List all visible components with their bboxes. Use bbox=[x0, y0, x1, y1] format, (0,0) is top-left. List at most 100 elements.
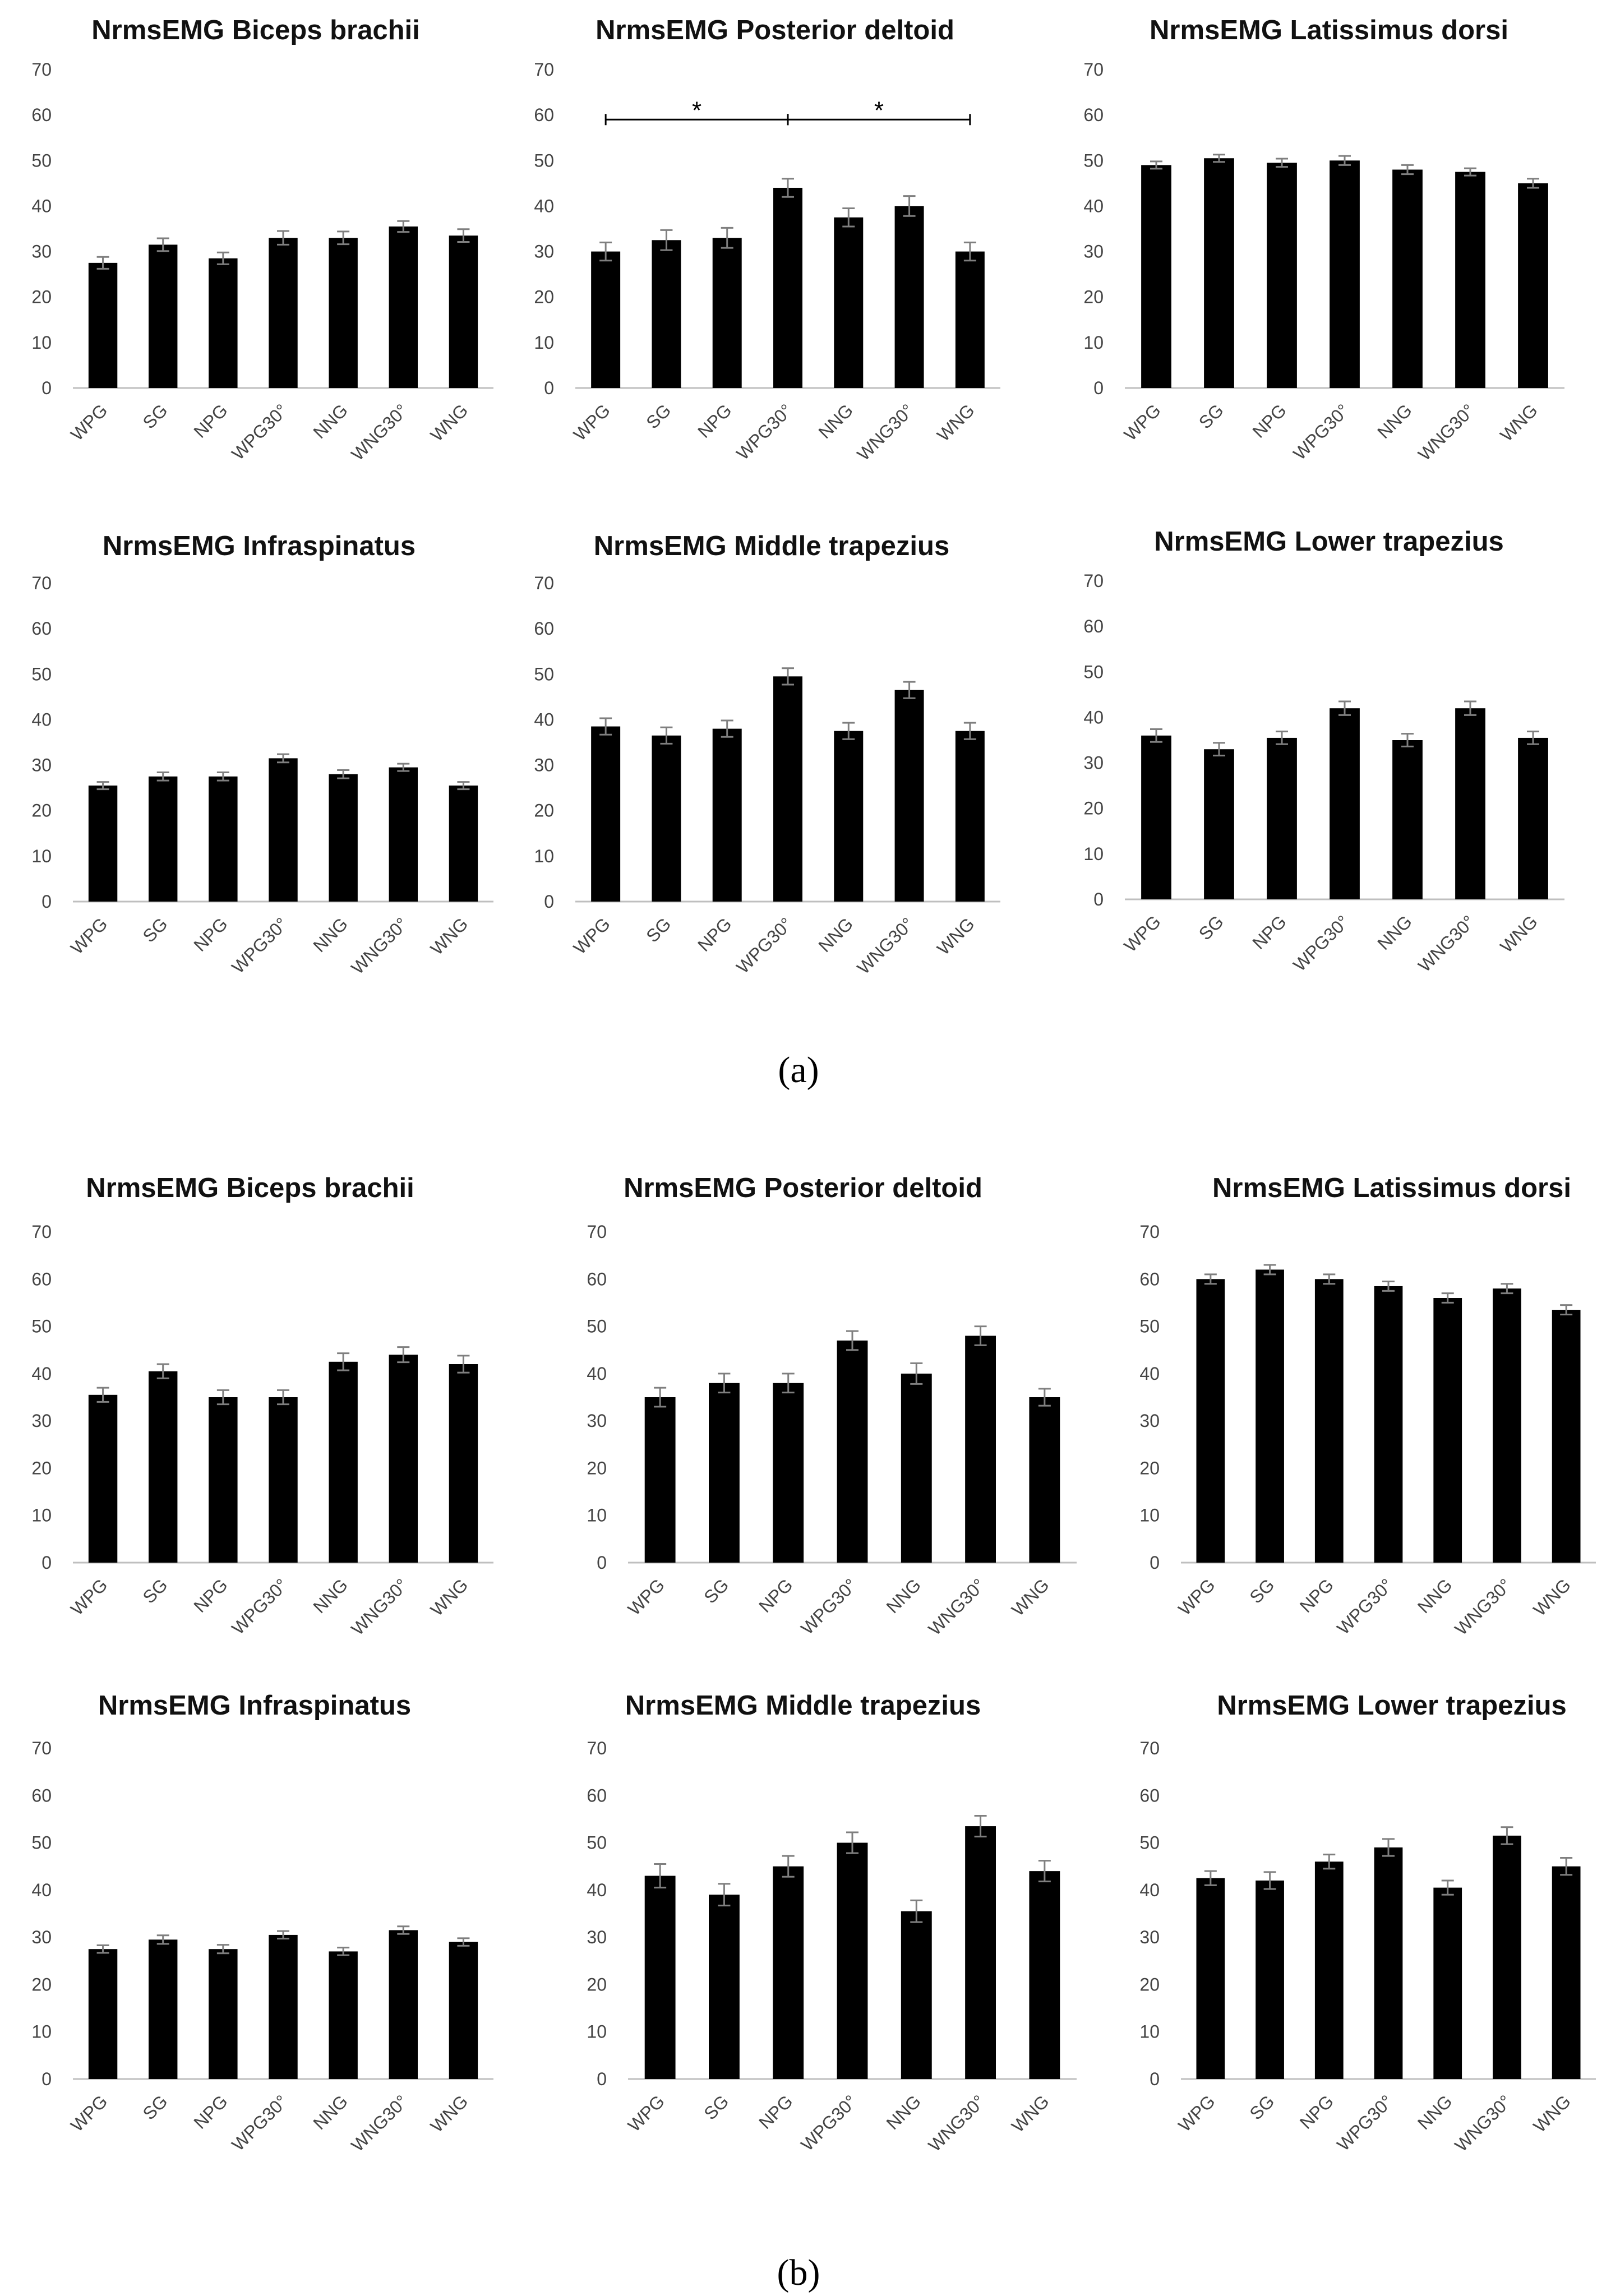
bar bbox=[837, 1340, 868, 1563]
error-bar bbox=[397, 1925, 410, 1935]
y-tick-label: 0 bbox=[1150, 2069, 1160, 2089]
x-tick-label: SG bbox=[700, 1574, 732, 1607]
x-tick-label: WNG30° bbox=[1414, 911, 1479, 976]
y-tick-label: 0 bbox=[597, 1553, 607, 1573]
x-tick-label: WPG bbox=[570, 913, 615, 958]
error-bar bbox=[910, 1362, 923, 1385]
x-tick-label: SG bbox=[1245, 1574, 1278, 1607]
x-tick-label: WNG bbox=[427, 2091, 472, 2136]
y-tick-label: 40 bbox=[1083, 707, 1104, 727]
y-tick-label: 20 bbox=[534, 801, 554, 821]
y-tick-label: 70 bbox=[31, 1738, 52, 1758]
bar bbox=[644, 1875, 676, 2079]
error-bar bbox=[96, 1387, 109, 1403]
bar bbox=[1374, 1847, 1403, 2079]
y-tick-label: 10 bbox=[31, 332, 52, 353]
bar bbox=[329, 774, 358, 902]
error-bar bbox=[903, 195, 916, 217]
bar bbox=[901, 1911, 932, 2079]
bar bbox=[389, 1930, 418, 2079]
error-bar bbox=[1527, 178, 1539, 189]
error-bar bbox=[216, 1944, 229, 1955]
bar bbox=[209, 1949, 238, 2079]
y-tick-label: 30 bbox=[31, 1927, 52, 1947]
y-tick-label: 10 bbox=[1083, 332, 1104, 353]
significance-star: * bbox=[692, 96, 701, 124]
bar bbox=[1256, 1881, 1284, 2079]
chart-11: NrmsEMG Middle trapezius 0 10 20 30 40 50 60 70 W… bbox=[587, 1690, 1077, 2155]
bar bbox=[209, 776, 238, 902]
y-tick-label: 20 bbox=[587, 1974, 607, 1994]
y-tick-label: 30 bbox=[31, 755, 52, 775]
x-tick-label: SG bbox=[700, 2091, 732, 2123]
bar bbox=[773, 676, 802, 902]
bar bbox=[1455, 708, 1485, 899]
bar bbox=[449, 235, 478, 388]
x-tick-label: WNG30° bbox=[925, 1574, 989, 1639]
error-bar bbox=[337, 1947, 350, 1956]
bar bbox=[209, 258, 238, 388]
chart-5: NrmsEMG Middle trapezius 0 10 20 30 40 50 60 70 W… bbox=[534, 531, 1000, 978]
y-tick-label: 70 bbox=[1139, 1738, 1160, 1758]
y-tick-label: 30 bbox=[587, 1411, 607, 1431]
y-tick-label: 50 bbox=[1139, 1316, 1160, 1337]
error-bar bbox=[963, 241, 976, 262]
error-bar bbox=[1323, 1854, 1336, 1870]
x-tick-label: WPG30° bbox=[797, 2091, 861, 2155]
x-tick-label: NPG bbox=[694, 913, 735, 955]
y-tick-label: 40 bbox=[534, 196, 554, 216]
bar bbox=[88, 1394, 118, 1563]
y-tick-label: 60 bbox=[31, 618, 52, 639]
bar bbox=[269, 1934, 298, 2079]
x-tick-label: WPG30° bbox=[732, 913, 796, 977]
y-tick-label: 10 bbox=[31, 2022, 52, 2042]
error-bar bbox=[1338, 700, 1351, 716]
x-tick-label: WPG30° bbox=[1289, 400, 1353, 464]
x-tick-label: WPG30° bbox=[228, 400, 292, 464]
y-tick-label: 0 bbox=[544, 891, 554, 912]
error-bar bbox=[397, 763, 410, 772]
y-tick-label: 40 bbox=[1139, 1880, 1160, 1900]
error-bar bbox=[903, 681, 916, 699]
bar bbox=[1256, 1269, 1284, 1563]
x-tick-label: WPG bbox=[570, 400, 615, 445]
y-tick-label: 0 bbox=[1093, 889, 1104, 909]
y-tick-label: 0 bbox=[1093, 378, 1104, 398]
x-tick-label: WNG bbox=[427, 1574, 472, 1620]
bar bbox=[773, 187, 802, 388]
y-tick-label: 30 bbox=[1083, 242, 1104, 262]
bar bbox=[1029, 1397, 1060, 1563]
error-bar bbox=[337, 1352, 350, 1371]
x-tick-label: WPG30° bbox=[1333, 1574, 1397, 1638]
x-tick-label: WPG30° bbox=[797, 1574, 861, 1638]
bar bbox=[269, 1397, 298, 1563]
bar bbox=[269, 238, 298, 388]
error-bar bbox=[216, 772, 229, 782]
bar bbox=[894, 690, 924, 902]
error-bar bbox=[277, 230, 289, 246]
y-tick-label: 40 bbox=[1083, 196, 1104, 216]
y-tick-label: 10 bbox=[31, 846, 52, 866]
y-tick-label: 30 bbox=[1083, 753, 1104, 773]
x-tick-label: WNG bbox=[1529, 1574, 1575, 1620]
x-tick-label: SG bbox=[1195, 911, 1227, 944]
bar bbox=[1314, 1861, 1344, 2079]
bar bbox=[652, 735, 681, 902]
chart-title: NrmsEMG Lower trapezius bbox=[1154, 526, 1504, 557]
y-tick-label: 70 bbox=[587, 1222, 607, 1242]
y-tick-label: 10 bbox=[534, 332, 554, 353]
x-tick-label: NPG bbox=[190, 913, 231, 955]
bar bbox=[712, 238, 742, 388]
x-tick-label: WNG30° bbox=[1451, 1574, 1515, 1639]
error-bar bbox=[910, 1899, 923, 1923]
error-bar bbox=[1038, 1388, 1051, 1407]
y-tick-label: 10 bbox=[31, 1505, 52, 1526]
y-tick-label: 20 bbox=[1083, 798, 1104, 819]
y-tick-label: 20 bbox=[534, 287, 554, 307]
error-bar bbox=[974, 1325, 987, 1346]
x-tick-label: NNG bbox=[309, 1574, 352, 1617]
error-bar bbox=[457, 228, 470, 243]
y-tick-label: 50 bbox=[534, 150, 554, 170]
x-tick-label: NPG bbox=[1296, 1574, 1337, 1616]
